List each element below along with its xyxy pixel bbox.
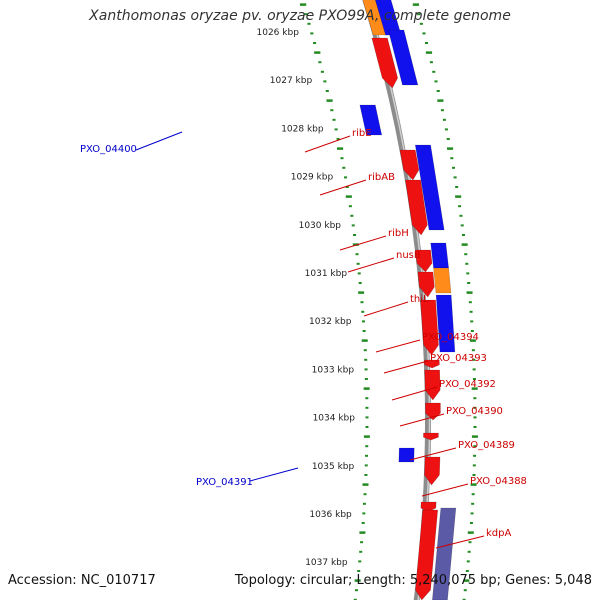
feature-forward_cds [399,149,420,181]
label-leader [319,179,367,196]
ruler-label: 1029 kbp [291,173,334,183]
label-leader [383,360,429,374]
inner-tick-track [412,3,478,600]
feature-reverse_cds [435,294,456,353]
ruler-label: 1027 kbp [270,76,313,86]
label-leader [347,257,395,273]
feature-reverse_cds [359,104,383,136]
gene-label-pxo_04394[interactable]: PXO_04394 [422,332,479,343]
feature-forward_cds [415,509,439,600]
feature-other [432,507,457,600]
gene-label-pxo_04389[interactable]: PXO_04389 [458,440,515,451]
gene-label-pxo_04400[interactable]: PXO_04400 [80,144,137,155]
ruler-label: 1034 kbp [313,414,356,424]
feature-forward_cds [371,37,399,89]
label-leader [249,467,299,482]
feature-forward_cds [420,299,439,356]
ruler-label: 1033 kbp [312,365,355,375]
outer-tick-track [299,3,370,600]
gene-label-pxo_04388[interactable]: PXO_04388 [470,476,527,487]
ruler-label: 1036 kbp [309,510,352,520]
gene-labels: ribE ribAB ribH nusB thiL PXO_04394 PXO_04393 P… [80,128,527,549]
feature-forward_cds [415,249,433,273]
accession-text: Accession: NC_010717 [8,573,156,588]
label-leader [375,339,421,353]
feature-rna [433,267,452,294]
ruler-label: 1037 kbp [305,558,348,568]
gene-label-ribe[interactable]: ribE [352,128,372,139]
ruler-label: 1035 kbp [312,462,355,472]
label-leader [339,235,387,251]
label-leader [135,131,183,151]
ruler-label: 1031 kbp [305,269,348,279]
ruler-label: 1032 kbp [309,317,352,327]
ruler-label: 1028 kbp [281,124,324,134]
gene-label-ribab[interactable]: ribAB [368,172,395,183]
feature-reverse_cds [398,447,415,463]
label-leader [391,386,438,401]
label-leader [409,447,457,461]
label-leader [421,483,469,497]
feature-forward_cds [423,432,439,441]
gene-label-pxo_04391[interactable]: PXO_04391 [196,477,253,488]
feature-forward_cds [405,179,428,236]
genome-summary-text: Topology: circular; Length: 5,240,075 bp… [234,573,592,588]
map-title: Xanthomonas oryzae pv. oryzae PXO99A, co… [89,8,511,24]
feature-reverse_cds [430,242,449,269]
label-leader [435,535,485,549]
label-leader [304,135,351,153]
feature-forward_cds [424,369,441,401]
gene-label-pxo_04393[interactable]: PXO_04393 [430,353,487,364]
feature-reverse_cds [414,144,445,231]
gene-label-pxo_04390[interactable]: PXO_04390 [446,406,503,417]
ruler-label: 1030 kbp [299,221,342,231]
gene-label-ribh[interactable]: ribH [388,228,409,239]
gene-label-pxo_04392[interactable]: PXO_04392 [439,379,496,390]
feature-track [359,0,457,600]
label-leader [363,301,409,317]
gene-label-thil[interactable]: thiL [410,294,429,305]
ruler-label: 1026 kbp [257,28,300,38]
feature-reverse_cds [387,29,419,86]
feature-forward_cds [423,359,440,369]
feature-forward_cds [417,271,435,298]
gene-label-nusb[interactable]: nusB [396,250,421,261]
feature-forward_cds [424,456,441,486]
label-leader [399,413,445,427]
kbp-ruler: 1026 kbp 1027 kbp 1028 kbp 1029 kbp 1030 kbp… [257,28,356,568]
gene-label-kdpa[interactable]: kdpA [486,528,511,539]
